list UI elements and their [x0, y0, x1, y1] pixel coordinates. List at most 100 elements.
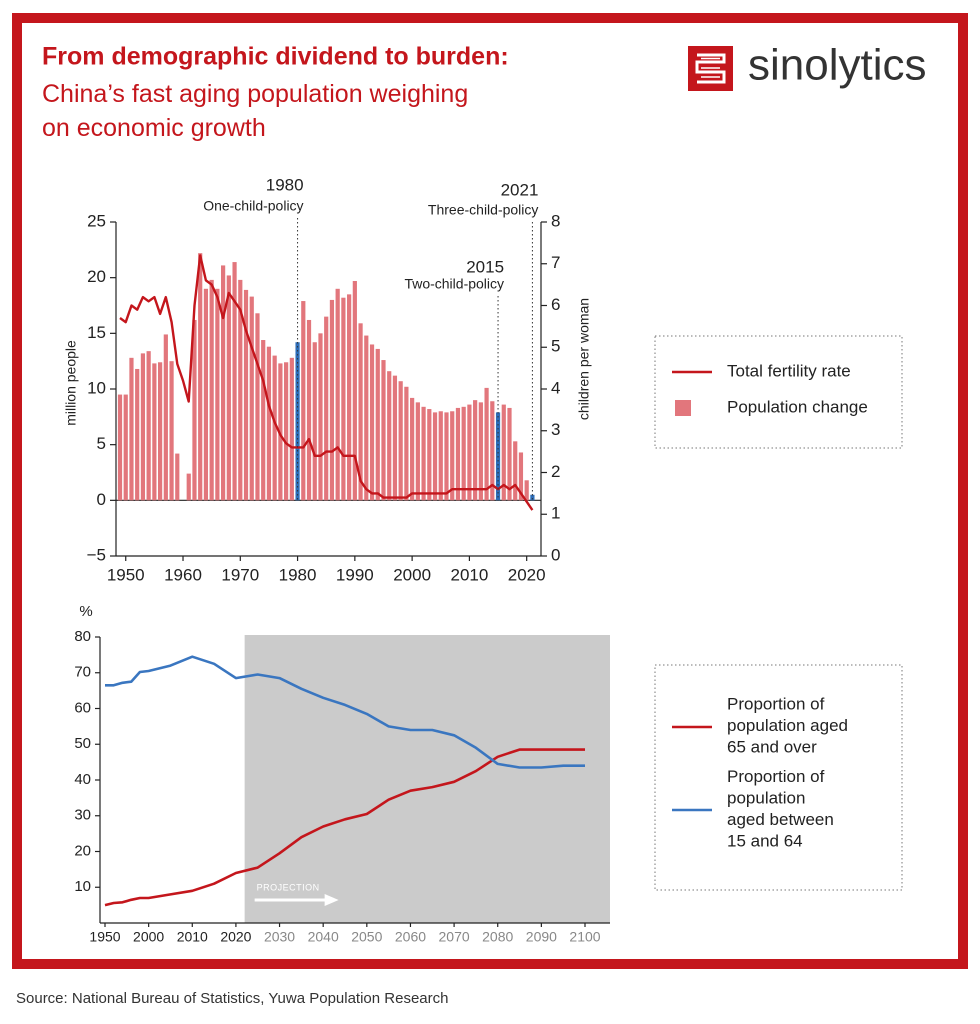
y-tick-label: 40: [74, 771, 91, 788]
y-axis-label: %: [79, 603, 92, 620]
bar: [364, 335, 369, 501]
bar: [387, 371, 392, 501]
bar: [415, 402, 420, 501]
bar: [301, 301, 306, 501]
bar: [261, 340, 266, 501]
legend-box: [654, 335, 903, 449]
x-tick-label: 2020: [220, 929, 251, 945]
bar: [341, 297, 346, 501]
legend-label: Proportion of population aged 65 and over: [727, 695, 848, 757]
bar: [266, 346, 272, 501]
bar: [404, 386, 409, 501]
bar: [169, 361, 174, 501]
bar: [186, 473, 191, 501]
bar: [198, 253, 203, 501]
x-tick-label: 2090: [526, 929, 557, 945]
y2-tick-label: 0: [551, 545, 560, 564]
bar: [158, 362, 163, 501]
bar: [146, 351, 151, 501]
y2-tick-label: 1: [551, 504, 560, 523]
annotation-year: 2021: [501, 180, 539, 199]
line: [104, 748, 585, 907]
bar: [369, 344, 375, 501]
bar: [444, 412, 449, 501]
bar: [381, 360, 386, 501]
bar: [295, 342, 300, 501]
x-tick-label: 1970: [221, 565, 259, 584]
bar: [358, 323, 363, 501]
bar: [501, 404, 506, 501]
x-tick-label: 2060: [395, 929, 426, 945]
projection-area: [244, 635, 611, 923]
y-tick-label: 10: [74, 878, 91, 895]
annotation-text: One-child-policy: [203, 198, 303, 214]
x-tick-label: 2000: [133, 929, 164, 945]
bar: [427, 409, 432, 501]
bar: [392, 375, 398, 501]
bar: [272, 355, 277, 501]
y2-tick-label: 2: [551, 462, 560, 481]
y-tick-label: 80: [74, 628, 91, 645]
legend-label: Total fertility rate: [727, 361, 851, 380]
line: [119, 254, 534, 511]
projection-arrowhead: [324, 894, 339, 906]
y-tick-label: 30: [74, 807, 91, 824]
y2-tick-label: 7: [551, 253, 560, 272]
x-tick-label: 2010: [450, 565, 488, 584]
legend-swatch: [675, 400, 691, 416]
bar: [306, 319, 312, 501]
source: Source: National Bureau of Statistics, Y…: [16, 990, 448, 1007]
y2-tick-label: 6: [551, 295, 560, 314]
x-tick-label: 2040: [308, 929, 339, 945]
y-axis-label: million people: [63, 340, 79, 426]
legend-label: Proportion of population aged between 15 an…: [727, 767, 834, 851]
title: From demographic dividend to burden:: [42, 43, 509, 71]
bar: [117, 394, 123, 501]
legend-label: Population change: [727, 397, 868, 416]
x-tick-label: 2100: [569, 929, 600, 945]
y-tick-label: 20: [74, 842, 91, 859]
y-tick-label: 10: [87, 378, 106, 397]
bar: [129, 357, 134, 501]
bar: [289, 357, 294, 501]
y-tick-label: 20: [87, 267, 106, 286]
bar: [249, 296, 254, 501]
bar: [530, 494, 535, 501]
bar: [152, 363, 157, 501]
x-tick-label: 2030: [264, 929, 295, 945]
x-tick-label: 2000: [393, 565, 431, 584]
y-tick-label: 50: [74, 735, 91, 752]
subtitle: China’s fast aging population weighing on…: [42, 80, 468, 142]
bar: [438, 411, 443, 501]
bar: [209, 279, 214, 501]
x-tick-label: 2070: [439, 929, 470, 945]
annotation-text: Two-child-policy: [404, 276, 504, 292]
bar: [192, 319, 197, 501]
bar: [238, 279, 243, 501]
bar: [467, 404, 472, 501]
bar: [513, 441, 518, 501]
x-tick-label: 2010: [177, 929, 208, 945]
logo-text: sinolytics: [748, 41, 927, 90]
y2-tick-label: 4: [551, 378, 560, 397]
projection-label: PROJECTION: [257, 882, 320, 892]
x-tick-label: 1950: [89, 929, 120, 945]
bar: [226, 275, 231, 501]
y2-tick-label: 8: [551, 211, 560, 230]
y-tick-label: 15: [87, 323, 106, 342]
bar: [232, 262, 237, 501]
annotation-year: 1980: [266, 175, 304, 194]
bar: [375, 348, 380, 501]
bar: [324, 316, 329, 501]
bar: [473, 400, 478, 501]
annotation-text: Three-child-policy: [428, 202, 538, 218]
y-tick-label: 0: [97, 490, 106, 509]
bar: [255, 313, 260, 501]
bar: [507, 407, 512, 501]
bar: [318, 333, 323, 501]
y-tick-label: 25: [87, 211, 106, 230]
bar: [518, 452, 524, 501]
bar: [478, 402, 483, 501]
